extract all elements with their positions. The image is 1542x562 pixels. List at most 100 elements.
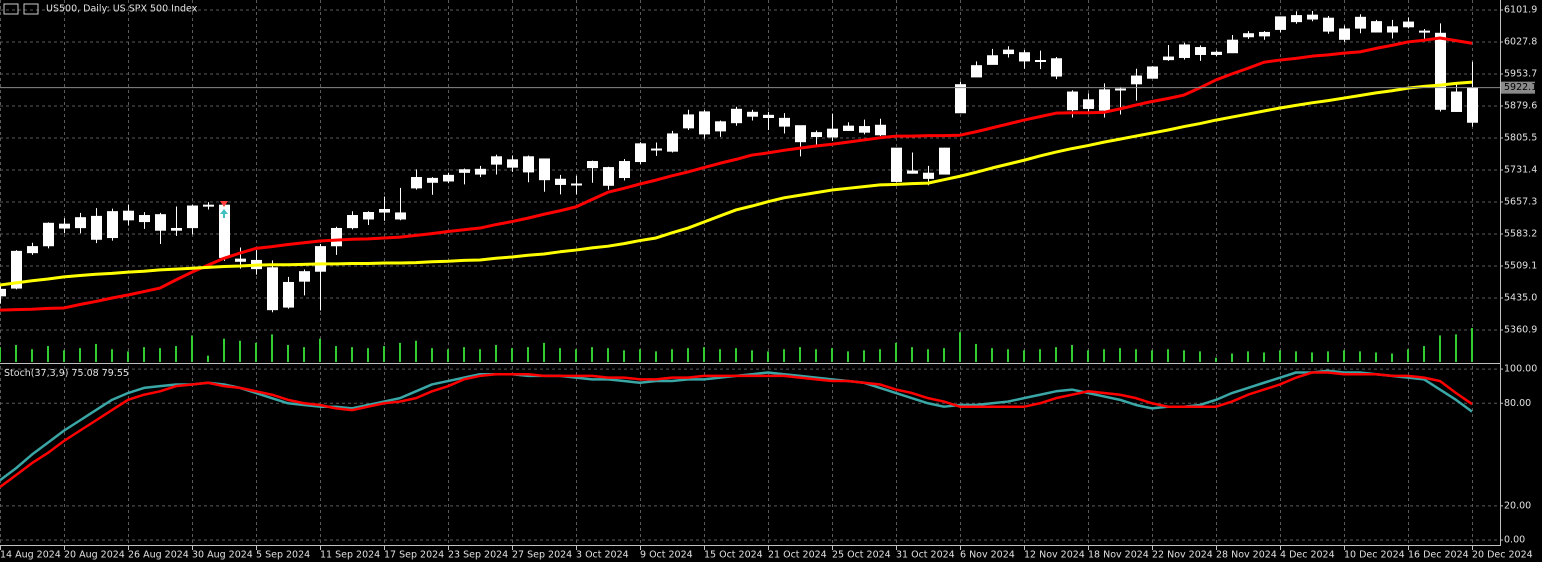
candle-body [539, 158, 550, 181]
candle-body [795, 125, 806, 143]
volume-bar [319, 338, 321, 362]
candle-body [1371, 21, 1382, 33]
volume-bar [223, 338, 225, 362]
volume-bar [927, 349, 929, 362]
volume-bar [863, 350, 865, 362]
candle-body [1083, 99, 1094, 109]
volume-bar [287, 345, 289, 362]
volume-bar [623, 350, 625, 362]
candle-body [379, 208, 390, 213]
candle-body [11, 250, 22, 289]
volume-bar [767, 351, 769, 362]
trade-marker [220, 209, 228, 218]
candle-body [1339, 28, 1350, 40]
candle-body [1019, 52, 1030, 62]
series-line [0, 80, 1473, 287]
candle-body [587, 161, 598, 169]
indicator-signal-value: 79.55 [102, 368, 129, 379]
volume-bar [31, 349, 33, 362]
volume-bar [1231, 353, 1233, 362]
candle-body [1003, 49, 1014, 55]
volume-bar [543, 342, 545, 362]
x-tick-label: 22 Nov 2024 [1152, 550, 1213, 561]
x-tick-label: 31 Oct 2024 [896, 550, 955, 561]
volume-bar [751, 350, 753, 362]
candle-body [1419, 30, 1430, 33]
volume-bar [639, 349, 641, 362]
volume-bar [1039, 349, 1041, 362]
volume-bar [687, 348, 689, 362]
y-tick-label: 0.00 [1504, 535, 1525, 546]
volume-bar [0, 347, 1, 362]
volume-bar [1263, 352, 1265, 362]
volume-bar [431, 348, 433, 362]
candle-body [139, 215, 150, 223]
y-tick-label: 5360.9 [1504, 325, 1537, 336]
volume-bar [991, 348, 993, 362]
candle-body [715, 121, 726, 132]
candle-body [347, 215, 358, 229]
volume-bar [191, 335, 193, 362]
candle-body [907, 170, 918, 174]
candle-body [1051, 58, 1062, 77]
volume-bar [271, 334, 273, 362]
candle-body [811, 132, 822, 138]
volume-bar [415, 340, 417, 362]
y-tick-label: 5435.0 [1504, 293, 1537, 304]
x-tick-label: 5 Sep 2024 [256, 550, 310, 561]
x-tick-label: 21 Oct 2024 [768, 550, 827, 561]
volume-bar [1423, 346, 1425, 362]
window-icon[interactable] [3, 3, 19, 15]
x-tick-label: 20 Dec 2024 [1472, 550, 1533, 561]
candle-body [59, 223, 70, 229]
x-tick-label: 25 Oct 2024 [832, 550, 891, 561]
volume-bar [1199, 351, 1201, 362]
volume-bar [1471, 328, 1473, 362]
x-tick-label: 11 Sep 2024 [320, 550, 380, 561]
indicator-name: Stoch(37,3,9) [4, 368, 68, 379]
volume-bar [1023, 350, 1025, 362]
candle-body [555, 178, 566, 185]
indicator-main-value: 75.08 [71, 368, 98, 379]
volume-bar [1327, 351, 1329, 362]
y-tick-label: 5731.4 [1504, 165, 1537, 176]
volume-bar [879, 349, 881, 362]
candle-body [107, 211, 118, 239]
volume-bar [511, 348, 513, 362]
volume-bar [495, 345, 497, 362]
candle-body [315, 246, 326, 272]
candle-body [395, 212, 406, 220]
candle-body [1115, 88, 1126, 91]
candle-body [1147, 66, 1158, 79]
volume-bar [783, 349, 785, 362]
x-tick-label: 14 Aug 2024 [0, 550, 61, 561]
volume-bar [127, 351, 129, 362]
volume-bar [527, 347, 529, 362]
volume-bar [463, 347, 465, 362]
candle-body [523, 156, 534, 173]
chart-icon[interactable] [23, 3, 39, 15]
volume-bar [447, 349, 449, 362]
y-tick-label: 100.00 [1504, 364, 1537, 375]
candle-body [459, 169, 470, 173]
x-tick-label: 3 Oct 2024 [576, 550, 629, 561]
volume-bar [1215, 357, 1217, 362]
y-tick-label: 5805.5 [1504, 133, 1537, 144]
y-tick-label: 5953.7 [1504, 69, 1537, 80]
candle-body [1435, 32, 1446, 110]
candle-body [123, 210, 134, 221]
candle-body [75, 217, 86, 229]
volume-bar [1151, 350, 1153, 362]
y-tick-label: 5509.1 [1504, 261, 1537, 272]
candle-body [1179, 44, 1190, 58]
x-tick-label: 26 Aug 2024 [128, 550, 189, 561]
candle-body [571, 183, 582, 186]
volume-bar [255, 342, 257, 362]
volume-bar [831, 348, 833, 362]
volume-bar [1311, 352, 1313, 362]
volume-bar [63, 350, 65, 362]
volume-bar [1055, 347, 1057, 362]
candle-body [1451, 91, 1462, 112]
candle-body [683, 114, 694, 129]
